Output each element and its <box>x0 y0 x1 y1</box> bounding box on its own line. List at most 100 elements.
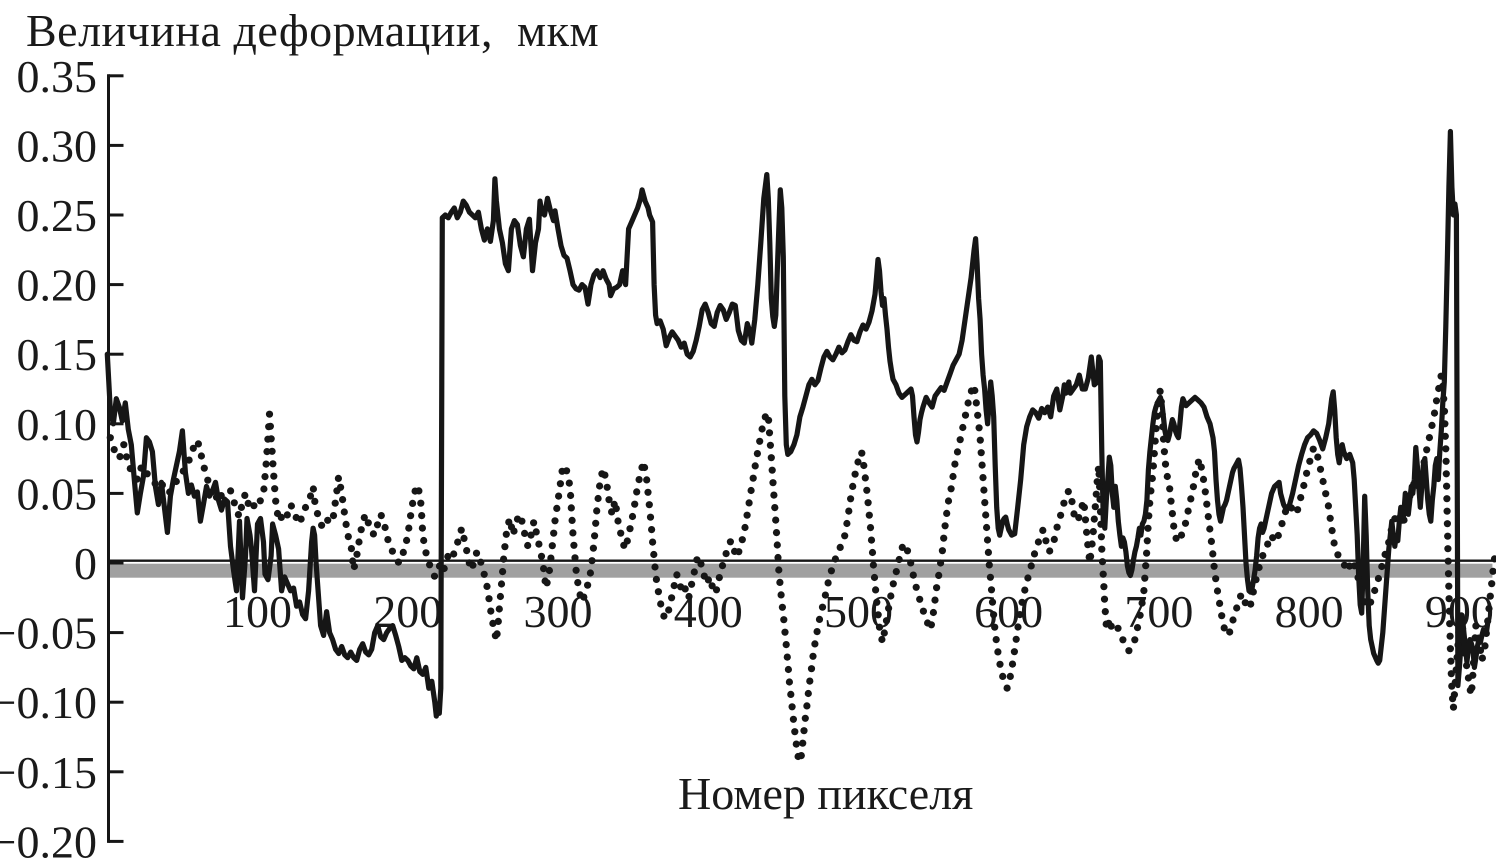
dotted-series-dot <box>988 598 997 606</box>
dotted-series-dot <box>937 559 945 567</box>
dotted-series-dot <box>818 603 827 611</box>
dotted-series-dot <box>681 585 689 593</box>
dotted-series-dot <box>1006 672 1014 681</box>
dotted-series-dot <box>801 714 809 722</box>
dotted-series-dot <box>1199 475 1208 483</box>
dotted-series-dot <box>518 517 526 525</box>
dotted-series-dot <box>550 529 558 537</box>
dotted-series-dot <box>1457 612 1465 620</box>
dotted-series-dot <box>1143 549 1151 557</box>
dotted-series-dot <box>1443 482 1451 490</box>
dotted-series-dot <box>1096 495 1104 503</box>
dotted-series-dot <box>1099 570 1107 578</box>
dotted-series-dot <box>480 570 488 578</box>
dotted-series-dot <box>821 591 830 599</box>
dotted-series-dot <box>283 511 291 519</box>
dotted-series-dot <box>1068 498 1076 506</box>
dotted-series-dot <box>1204 513 1212 521</box>
dotted-series-dot <box>266 422 274 430</box>
dotted-series-dot <box>485 595 493 603</box>
dotted-series-dot <box>791 728 799 736</box>
dotted-series-dot <box>493 630 501 638</box>
dotted-series-dot <box>1057 511 1065 519</box>
dotted-series-dot <box>929 608 938 617</box>
dotted-series-dot <box>1269 534 1277 542</box>
dotted-series-dot <box>563 467 571 475</box>
dotted-series-dot <box>373 521 382 529</box>
dotted-series-dot <box>403 536 411 545</box>
dotted-series-dot <box>743 511 751 519</box>
x-tick-label: 800 <box>1275 586 1344 637</box>
dotted-series-dot <box>1441 420 1449 428</box>
dotted-series-dot <box>1445 582 1453 590</box>
dotted-series-dot <box>649 538 657 546</box>
dotted-series-dot <box>789 715 798 723</box>
dotted-series-dot <box>137 464 145 472</box>
dotted-series-dot <box>1488 580 1496 588</box>
dotted-series-dot <box>1218 612 1226 620</box>
dotted-series-dot <box>1092 490 1100 498</box>
dotted-series-dot <box>545 566 554 575</box>
dotted-series-dot <box>623 537 631 545</box>
dotted-series-dot <box>878 635 886 644</box>
dotted-series-dot <box>749 474 757 482</box>
dotted-series-dot <box>1442 445 1450 453</box>
dotted-series-dot <box>588 557 596 565</box>
dotted-series-dot <box>984 548 993 557</box>
dotted-series-dot <box>813 628 821 636</box>
dotted-series-dot <box>151 479 159 487</box>
dotted-series-dot <box>106 434 114 442</box>
dotted-series-dot <box>1075 514 1083 522</box>
dotted-series-dot <box>1145 512 1153 520</box>
dotted-series-dot <box>1213 587 1222 595</box>
dotted-series-dot <box>422 549 430 557</box>
dotted-series-dot <box>956 436 964 444</box>
dotted-series-dot <box>1324 502 1332 510</box>
dotted-series-dot <box>1482 629 1490 638</box>
dotted-series-dot <box>496 592 504 601</box>
dotted-series-dot <box>868 548 877 557</box>
dotted-series-dot <box>477 558 485 566</box>
dotted-series-dot <box>940 534 948 542</box>
dotted-series-dot <box>809 652 817 660</box>
dotted-series-dot <box>880 629 888 637</box>
dotted-series-dot <box>990 611 998 619</box>
dotted-series-dot <box>1367 598 1375 606</box>
dotted-series-dot <box>641 463 649 472</box>
dotted-series-dot <box>1018 598 1026 606</box>
dotted-series-dot <box>1083 528 1091 536</box>
dotted-series-dot <box>1114 624 1122 632</box>
dotted-series-dot <box>1452 666 1460 674</box>
dotted-series-dot <box>1330 539 1338 547</box>
dotted-series-dot <box>780 616 788 624</box>
dotted-series-dot <box>1156 387 1164 395</box>
dotted-series-dot <box>617 529 625 537</box>
dotted-series-dot <box>919 607 928 615</box>
dotted-series-dot <box>350 562 358 571</box>
dotted-series-dot <box>217 492 225 500</box>
dotted-series-dot <box>1146 499 1154 507</box>
dotted-series-dot <box>872 586 880 594</box>
dotted-series-dot <box>1415 482 1423 490</box>
dotted-series-dot <box>944 497 953 505</box>
dotted-series-dot <box>324 516 332 524</box>
dotted-series-dot <box>1140 587 1148 595</box>
dotted-series-dot <box>499 568 507 576</box>
dotted-series-dot <box>1278 520 1286 528</box>
dotted-series-dot <box>586 569 595 577</box>
y-tick-label: −0.20 <box>0 816 97 865</box>
dotted-series-dot <box>643 476 651 484</box>
dotted-series-dot <box>1297 494 1305 502</box>
dotted-series-dot <box>916 595 924 603</box>
dotted-series-dot <box>592 519 600 527</box>
dotted-series-dot <box>1361 598 1369 606</box>
dotted-series-dot <box>537 552 546 560</box>
dotted-series-dot <box>688 580 696 588</box>
dotted-series-dot <box>110 446 118 454</box>
dotted-series-dot <box>1451 678 1459 686</box>
dotted-series-dot <box>208 488 216 496</box>
dotted-series-dot <box>873 598 881 606</box>
dotted-series-dot <box>1430 409 1439 417</box>
dotted-series-dot <box>804 689 812 698</box>
dotted-series-dot <box>858 449 866 457</box>
